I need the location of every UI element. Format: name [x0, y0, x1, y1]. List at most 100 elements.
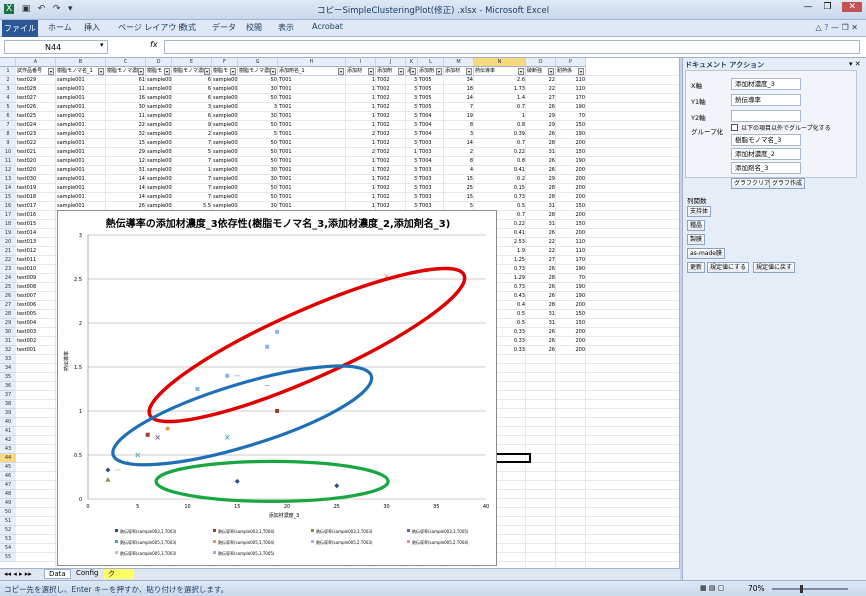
- table-cell[interactable]: 2: [371, 149, 375, 155]
- table-cell[interactable]: test028: [17, 86, 37, 92]
- tab-home[interactable]: ホーム: [48, 23, 72, 32]
- table-cell[interactable]: 1: [371, 167, 375, 173]
- table-cell[interactable]: 3: [413, 203, 417, 209]
- table-cell[interactable]: 3: [207, 104, 211, 110]
- filter-dropdown-icon[interactable]: ▾: [230, 68, 236, 75]
- table-cell[interactable]: 3: [413, 140, 417, 146]
- table-cell[interactable]: sample002: [147, 122, 172, 128]
- filter-dropdown-icon[interactable]: ▾: [578, 68, 584, 75]
- row-header[interactable]: 3: [0, 85, 16, 94]
- table-cell[interactable]: 14: [138, 185, 145, 191]
- filter-dropdown-icon[interactable]: ▾: [518, 68, 524, 75]
- row-header[interactable]: 32: [0, 346, 16, 355]
- table-cell[interactable]: 3: [413, 77, 417, 83]
- table-cell[interactable]: 6: [207, 113, 211, 119]
- table-cell[interactable]: T002: [377, 176, 390, 182]
- table-cell[interactable]: 1: [371, 77, 375, 83]
- scatter-chart[interactable]: 熱伝導率の添加材濃度_3依存性(樹脂モノマ名_3,添加材濃度_2,添加剤名_3)…: [57, 210, 497, 566]
- table-cell[interactable]: 1: [371, 185, 375, 191]
- tab-formulas[interactable]: 数式: [180, 23, 196, 32]
- table-header-cell[interactable]: 添加材: [346, 67, 376, 76]
- view-buttons[interactable]: ▦ ▤ ▢: [700, 584, 725, 592]
- filter-dropdown-icon[interactable]: ▾: [466, 68, 472, 75]
- table-cell[interactable]: test024: [17, 122, 37, 128]
- table-cell[interactable]: sample001: [57, 203, 85, 209]
- row-header[interactable]: 37: [0, 391, 16, 400]
- table-cell[interactable]: T001: [279, 104, 292, 110]
- table-cell[interactable]: 26: [548, 230, 555, 236]
- table-cell[interactable]: 170: [575, 257, 585, 263]
- tab-acrobat[interactable]: Acrobat: [312, 22, 343, 31]
- undo-icon[interactable]: ↶: [37, 4, 46, 14]
- table-cell[interactable]: 170: [575, 95, 585, 101]
- table-cell[interactable]: 29: [548, 113, 555, 119]
- row-header[interactable]: 47: [0, 481, 16, 490]
- table-cell[interactable]: 150: [575, 149, 585, 155]
- table-cell[interactable]: sample002: [147, 176, 172, 182]
- table-cell[interactable]: 3: [413, 185, 417, 191]
- tab-view[interactable]: 表示: [278, 23, 294, 32]
- table-cell[interactable]: 7: [207, 194, 211, 200]
- table-cell[interactable]: sample003: [213, 176, 238, 182]
- table-cell[interactable]: T002: [377, 95, 390, 101]
- table-cell[interactable]: test023: [17, 131, 37, 137]
- table-cell[interactable]: T001: [279, 158, 292, 164]
- column-header[interactable]: C: [106, 58, 146, 67]
- table-cell[interactable]: T003: [419, 140, 432, 146]
- table-cell[interactable]: test012: [17, 248, 37, 254]
- table-cell[interactable]: T002: [377, 167, 390, 173]
- table-cell[interactable]: 30: [138, 104, 145, 110]
- row-header[interactable]: 20: [0, 238, 16, 247]
- select-all-corner[interactable]: [0, 58, 16, 67]
- table-cell[interactable]: 3: [413, 167, 417, 173]
- table-cell[interactable]: 28: [548, 212, 555, 218]
- row-header[interactable]: 52: [0, 526, 16, 535]
- table-cell[interactable]: 25: [466, 185, 473, 191]
- table-cell[interactable]: 0.5: [517, 320, 525, 326]
- table-cell[interactable]: sample001: [57, 113, 85, 119]
- table-cell[interactable]: 26: [548, 167, 555, 173]
- table-cell[interactable]: sample001: [57, 194, 85, 200]
- column-header[interactable]: P: [556, 58, 586, 67]
- table-cell[interactable]: 200: [575, 140, 585, 146]
- column-header[interactable]: L: [418, 58, 444, 67]
- row-header[interactable]: 12: [0, 166, 16, 175]
- table-cell[interactable]: 0.33: [513, 347, 525, 353]
- table-cell[interactable]: test011: [17, 257, 37, 263]
- table-cell[interactable]: sample002: [147, 113, 172, 119]
- table-cell[interactable]: 1: [371, 140, 375, 146]
- op-support-button[interactable]: 支持体: [687, 206, 712, 217]
- row-header[interactable]: 8: [0, 130, 16, 139]
- redo-icon[interactable]: ↷: [52, 4, 61, 14]
- row-header[interactable]: 38: [0, 400, 16, 409]
- minimize-icon[interactable]: —: [803, 2, 813, 12]
- row-header[interactable]: 35: [0, 373, 16, 382]
- group-checkbox[interactable]: [731, 124, 738, 131]
- table-cell[interactable]: 1: [207, 167, 211, 173]
- table-cell[interactable]: 30: [270, 176, 277, 182]
- table-cell[interactable]: 50: [270, 194, 277, 200]
- table-cell[interactable]: 15: [138, 140, 145, 146]
- table-cell[interactable]: test027: [17, 95, 37, 101]
- table-cell[interactable]: 29: [138, 149, 145, 155]
- table-cell[interactable]: test018: [17, 194, 37, 200]
- row-header[interactable]: 29: [0, 319, 16, 328]
- table-cell[interactable]: 0.5: [517, 203, 525, 209]
- table-cell[interactable]: 1.25: [513, 257, 525, 263]
- table-cell[interactable]: 15: [466, 194, 473, 200]
- table-cell[interactable]: T003: [419, 167, 432, 173]
- table-cell[interactable]: T002: [377, 131, 390, 137]
- row-header[interactable]: 11: [0, 157, 16, 166]
- table-cell[interactable]: 0.15: [513, 185, 525, 191]
- table-header-cell[interactable]: 耐熱係: [556, 67, 586, 76]
- table-header-cell[interactable]: 樹脂モノマ濃度: [238, 67, 278, 76]
- table-cell[interactable]: 28: [548, 185, 555, 191]
- table-cell[interactable]: 0.5: [517, 311, 525, 317]
- table-cell[interactable]: 5: [273, 131, 277, 137]
- filter-dropdown-icon[interactable]: ▾: [436, 68, 442, 75]
- table-cell[interactable]: 26: [138, 203, 145, 209]
- table-cell[interactable]: 12: [138, 158, 145, 164]
- window-close-icon[interactable]: ✕: [851, 23, 858, 32]
- column-header[interactable]: N: [474, 58, 526, 67]
- table-cell[interactable]: 190: [575, 104, 585, 110]
